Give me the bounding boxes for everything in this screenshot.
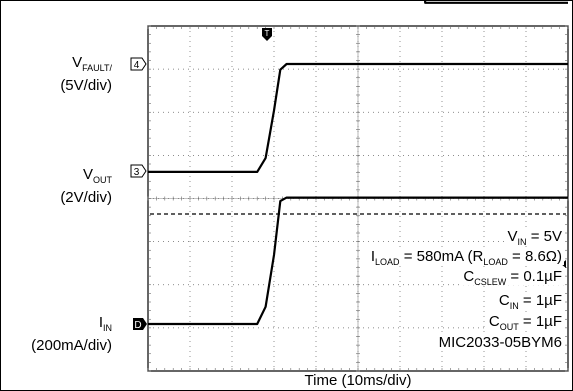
annotation-vin: VIN = 5V [505, 228, 564, 251]
annotation-text: = 8.6Ω) [507, 248, 562, 265]
annotation-subscript: IN [509, 301, 519, 311]
vfault-marker-shape [130, 57, 147, 71]
trigger-marker-shape [262, 28, 272, 41]
annotation-subscript: IN [517, 237, 527, 247]
annotation-text: I [370, 248, 376, 265]
annotation-subscript: OUT [499, 322, 519, 332]
trigger-marker: T [262, 28, 272, 41]
vout-marker-label: 3 [134, 167, 140, 178]
channel-markers: 4 3 D T [130, 28, 566, 331]
iin-marker-shape [133, 318, 147, 330]
annotation-cout: COUT = 1µF [486, 313, 564, 336]
annotation-text: = 5V [526, 228, 562, 245]
annotation-text: = 1µF [518, 313, 562, 330]
scope-traces [148, 0, 568, 326]
annotation-text: = 580mA (R [399, 248, 484, 265]
vout-trace [148, 62, 568, 173]
annotation-subscript: LOAD [483, 257, 508, 267]
vfault-trace [423, 0, 568, 4]
vout-marker: 3 [130, 164, 147, 178]
annotation-cslew: CCSLEW = 0.1µF [461, 268, 564, 291]
annotation-text: = 1µF [518, 292, 562, 309]
annotation-text: C [488, 313, 500, 330]
vfault-marker: 4 [130, 57, 147, 71]
iin-trace [148, 196, 568, 326]
iin-marker: D [133, 318, 147, 331]
annotation-subscript: LOAD [375, 257, 400, 267]
annotation-iload: ILOAD = 580mA (RLOAD = 8.6Ω) [368, 248, 564, 271]
annotation-text: C [463, 268, 475, 285]
vfault-channel-label: VFAULT/ (5V/div) [60, 54, 112, 94]
iin-marker-label: D [134, 320, 141, 331]
x-axis-label: Time (10ms/div) [304, 372, 412, 389]
annotation-text: = 0.1µF [506, 268, 562, 285]
annotation-text: C [498, 292, 510, 309]
annotation-cin: CIN = 1µF [496, 292, 564, 315]
vout-channel-label: VOUT (2V/div) [60, 166, 112, 206]
vout-marker-shape [130, 164, 147, 178]
iin-channel-label: IIN (200mA/div) [31, 314, 112, 354]
trigger-marker-label: T [265, 29, 270, 38]
annotation-text: V [507, 228, 518, 245]
annotation-part: MIC2033-05BYM6 [436, 334, 564, 352]
annotation-text: MIC2033-05BYM6 [438, 334, 562, 351]
annotation-subscript: CSLEW [474, 277, 507, 287]
vfault-marker-label: 4 [134, 60, 140, 71]
